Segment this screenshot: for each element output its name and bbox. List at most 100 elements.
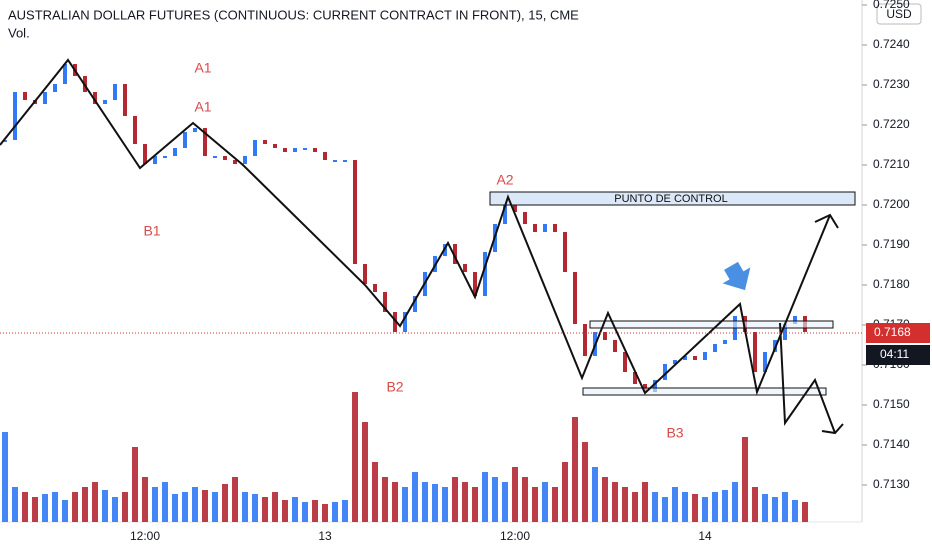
y-tick-label: 0.7240 xyxy=(873,37,910,51)
y-tick-label: 0.7250 xyxy=(873,0,910,11)
price-bar xyxy=(363,264,367,284)
volume-bar xyxy=(112,497,118,522)
volume-bar xyxy=(472,487,478,522)
volume-bar xyxy=(382,477,388,522)
price-bar xyxy=(793,316,797,324)
price-bar xyxy=(333,160,337,162)
volume-bar xyxy=(552,487,558,522)
volume-bar xyxy=(82,487,88,522)
volume-bar xyxy=(12,487,18,522)
volume-bar xyxy=(102,490,108,522)
price-bar xyxy=(543,224,547,232)
x-tick-label: 12:00 xyxy=(130,529,160,543)
volume-bar xyxy=(2,432,8,522)
control-box xyxy=(489,191,856,206)
price-bar xyxy=(713,344,717,352)
price-bar xyxy=(533,224,537,232)
volume-bar xyxy=(612,482,618,522)
volume-bar xyxy=(802,502,808,522)
blue-arrow xyxy=(722,261,751,291)
volume-bar xyxy=(492,477,498,522)
volume-bar xyxy=(292,497,298,522)
price-bar xyxy=(283,148,287,152)
volume-bar xyxy=(682,492,688,522)
volume-bar xyxy=(192,487,198,522)
volume-bar xyxy=(132,447,138,522)
x-tick-label: 12:00 xyxy=(500,529,530,543)
volume-bar xyxy=(142,477,148,522)
price-bar xyxy=(63,64,67,84)
wave-label: A1 xyxy=(194,60,211,76)
last-price-label: 0.7168 xyxy=(874,325,911,339)
price-bar xyxy=(243,156,247,164)
price-bar xyxy=(193,128,197,132)
price-bar xyxy=(633,372,637,384)
volume-bar xyxy=(412,472,418,522)
price-bar xyxy=(403,312,407,332)
volume-bar xyxy=(232,477,238,522)
volume-bar xyxy=(352,392,358,522)
price-bar xyxy=(353,160,357,264)
volume-bar xyxy=(732,482,738,522)
arrow-head xyxy=(814,213,839,229)
price-bar xyxy=(703,352,707,360)
price-bar xyxy=(473,272,477,296)
volume-bar xyxy=(422,482,428,522)
price-bar xyxy=(623,352,627,372)
price-bar xyxy=(93,92,97,104)
volume-bar xyxy=(222,484,228,522)
price-bar xyxy=(3,140,7,142)
control-label: PUNTO DE CONTROL xyxy=(614,193,727,205)
volume-bar xyxy=(562,462,568,522)
volume-bar xyxy=(172,494,178,522)
volume-bar xyxy=(52,492,58,522)
y-tick-label: 0.7140 xyxy=(873,437,910,451)
y-tick-label: 0.7150 xyxy=(873,397,910,411)
annotations: A1 A1 B1 A2 B2 B3 PUNTO DE CONTROL xyxy=(143,60,727,441)
range-box-top xyxy=(589,320,834,329)
price-bar xyxy=(463,264,467,272)
y-tick-label: 0.7210 xyxy=(873,157,910,171)
wave-label: B3 xyxy=(666,425,683,441)
countdown-label: 04:11 xyxy=(880,347,909,361)
price-bar xyxy=(683,356,687,360)
wave-label: A1 xyxy=(194,99,211,115)
volume-bar xyxy=(532,487,538,522)
arrow-head xyxy=(821,423,844,435)
price-bar xyxy=(203,128,207,156)
currency[interactable]: USD xyxy=(886,7,912,21)
y-tick-label: 0.7190 xyxy=(873,237,910,251)
price-bar xyxy=(53,84,57,92)
volume-bar xyxy=(122,492,128,522)
x-tick-label: 14 xyxy=(698,529,712,543)
price-bar xyxy=(663,364,667,380)
price-bar xyxy=(273,144,277,148)
volume-bar xyxy=(462,482,468,522)
wave-label: B1 xyxy=(143,223,160,239)
price-bar xyxy=(13,92,17,140)
price-bar xyxy=(413,296,417,312)
volume-bar xyxy=(712,492,718,522)
price-bar xyxy=(43,92,47,104)
price-bar xyxy=(23,92,27,100)
price-bar xyxy=(313,148,317,152)
price-bar xyxy=(693,356,697,360)
volume-title: Vol. xyxy=(8,25,30,40)
price-bar xyxy=(453,244,457,264)
volume-bar xyxy=(372,462,378,522)
price-bar xyxy=(263,140,267,144)
volume-bar xyxy=(92,482,98,522)
currency-box[interactable] xyxy=(876,3,922,25)
volume-bar xyxy=(302,502,308,522)
price-bar xyxy=(653,380,657,392)
price-bar xyxy=(303,148,307,150)
price-bar xyxy=(563,232,567,272)
price-bar xyxy=(113,84,117,100)
volume-bar xyxy=(592,467,598,522)
price-bar xyxy=(673,360,677,364)
price-bar xyxy=(153,156,157,164)
price-bar xyxy=(213,156,217,158)
volume-bar xyxy=(362,422,368,522)
volume-bar xyxy=(202,490,208,522)
